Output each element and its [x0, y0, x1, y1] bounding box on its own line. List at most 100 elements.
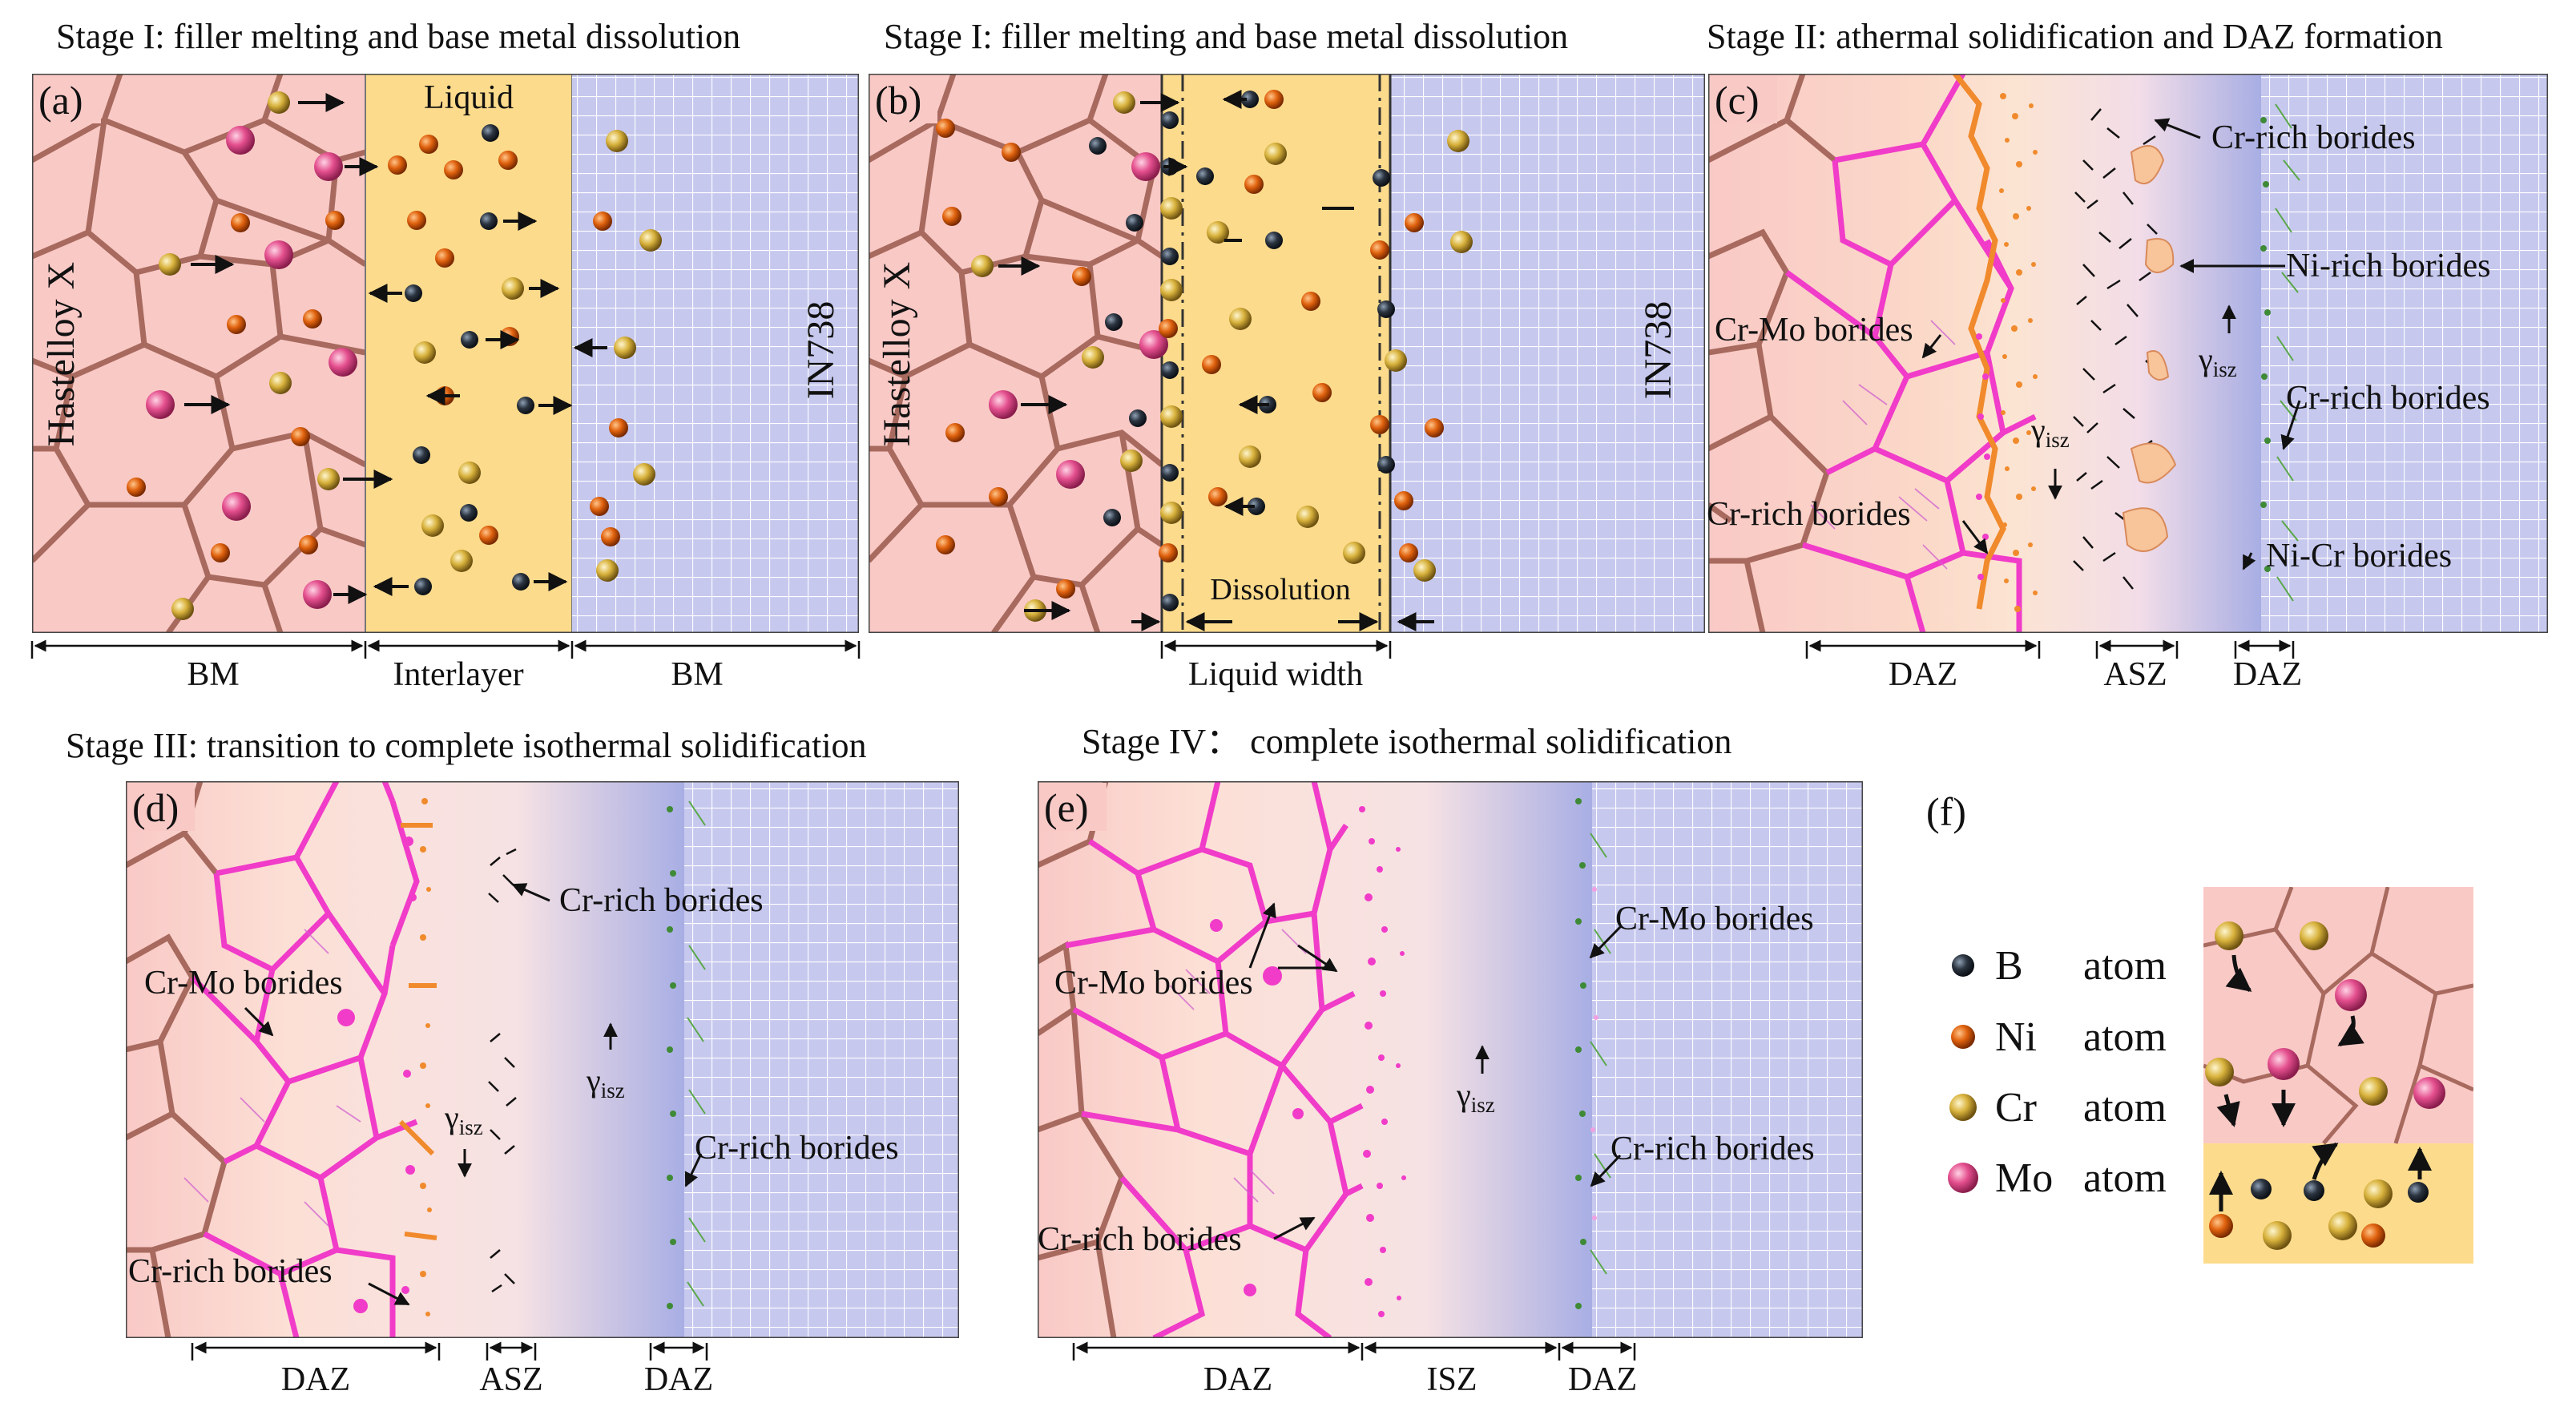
panel-c-gamma: γisz	[2030, 412, 2070, 452]
legend-mo-word: atom	[2083, 1155, 2167, 1201]
panel-b-ni-atom	[1202, 355, 1221, 374]
panel-e-green-needles	[1590, 832, 1611, 1275]
panel-b-ni-atom	[936, 119, 955, 138]
panel-a-cr-atom	[317, 468, 340, 490]
panel-c-precipitate-dots	[1999, 93, 2038, 612]
panel-a-ni-atom	[444, 160, 463, 179]
panel-a-cr-atom	[606, 130, 628, 152]
panel-c-daz-boundaries	[1784, 74, 2037, 633]
panel-b-b-atom	[1161, 464, 1179, 482]
panel-a-ni-atom	[303, 309, 322, 329]
panel-c-in738-region	[2261, 74, 2548, 633]
panel-f-b-atom	[2304, 1180, 2324, 1201]
panel-b-cr-atom	[1082, 346, 1104, 369]
panel-e-zone-label: DAZ	[1568, 1361, 1637, 1398]
legend-ni-marker	[1951, 1025, 1975, 1049]
panel-b-b-atom	[1161, 248, 1179, 265]
panel-a-b-atom	[413, 446, 430, 464]
panel-d-daz-boundaries	[190, 781, 420, 1338]
panel-b-b-atom	[1241, 91, 1259, 108]
panel-a-ni-atom	[325, 211, 345, 230]
panel-b-b-atom	[1089, 137, 1107, 155]
panel-d-zone-label: DAZ	[644, 1361, 713, 1398]
panel-c-gamma: γisz	[2198, 341, 2237, 381]
panel-a-b-atom	[512, 573, 530, 591]
panel-e: Stage IV： complete isothermal solidifica…	[1038, 722, 1863, 1398]
panel-a-stage-title: Stage I: filler melting and base metal d…	[56, 17, 740, 56]
panel-c-gamma-isz-right: γisz	[2198, 304, 2237, 381]
panel-b-zone-scale	[1160, 639, 1392, 659]
panel-f-mo-atom	[2268, 1048, 2300, 1080]
panel-c-zone-label: DAZ	[1889, 656, 1957, 693]
panel-d-zone-label: DAZ	[281, 1361, 350, 1398]
panel-a-b-atom	[482, 124, 499, 142]
panel-b-cr-atom	[1160, 279, 1183, 301]
panel-a-ni-atom	[601, 527, 620, 546]
panel-b-b-atom	[1377, 300, 1395, 318]
panel-f-cr-atom	[2359, 1077, 2388, 1106]
panel-b-cr-atom	[1385, 349, 1407, 372]
panel-f-mo-atom	[2413, 1077, 2445, 1109]
panel-d-zone-scale	[191, 1341, 708, 1361]
panel-b-ni-atom	[1159, 319, 1178, 338]
panel-e-fine-needles	[1169, 929, 1307, 1203]
panel-b-b-atom	[1196, 167, 1214, 185]
panel-c-gamma-isz-left: γisz	[2030, 412, 2070, 500]
panel-e-daz-boundaries	[1065, 781, 1364, 1338]
panel-f-liquid-region	[2203, 1143, 2473, 1264]
panel-e-cr-rich-borides-right: Cr-rich borides	[1611, 1131, 1815, 1167]
panel-a-cr-atom	[633, 463, 655, 486]
panel-d-letter: (d)	[132, 785, 179, 830]
panel-e-zone-scale	[1072, 1341, 1636, 1361]
panel-b-cr-atom	[1113, 91, 1135, 114]
panel-a-b-atom	[405, 284, 422, 302]
panel-b-mo-atom	[1139, 330, 1168, 359]
panel-e-in738-region	[1592, 781, 1863, 1338]
panel-f-arrows	[2209, 954, 2432, 1211]
panel-c-letter: (c)	[1715, 78, 1760, 123]
panel-b-ni-atom	[1405, 213, 1424, 232]
panel-d-pink-dots	[337, 836, 417, 1313]
panel-a-cr-atom	[268, 91, 290, 114]
panel-f-cr-atom	[2300, 921, 2328, 950]
panel-d-letter-background	[127, 783, 195, 831]
panel-e-green-dots	[1575, 798, 1586, 1309]
panel-b-dissolution-label: Dissolution	[1210, 573, 1350, 607]
panel-f-cr-atom	[2263, 1221, 2292, 1250]
panel-e-gamma: γisz	[1456, 1077, 1495, 1117]
panel-a-ni-atom	[291, 427, 310, 446]
panel-a-ni-atom	[388, 155, 407, 175]
panel-b-ni-atom	[1056, 579, 1075, 599]
panel-b-ni-atom	[1002, 143, 1021, 162]
panel-f-cr-atom	[2205, 1058, 2234, 1086]
panel-a-mo-atom	[329, 348, 357, 377]
panel-b-ni-atom	[1399, 543, 1418, 562]
legend-ni-atom: Ni atom	[1951, 1014, 2167, 1060]
panel-e-cr-rich-borides-left: Cr-rich borides	[1038, 1221, 1242, 1258]
panel-d-annotation-arrows	[244, 883, 703, 1306]
legend-cr-marker	[1949, 1094, 1977, 1121]
panel-f-cr-atom	[2328, 1211, 2357, 1240]
panel-e-zone-label: DAZ	[1203, 1361, 1272, 1398]
panel-b-cr-atom	[1160, 405, 1183, 428]
panel-e-cr-mo-borides-right: Cr-Mo borides	[1615, 901, 1814, 937]
panel-a-cr-atom	[458, 462, 481, 484]
panel-b-hastelloy-label: Hastelloy X	[876, 262, 918, 447]
panel-a-b-atom	[461, 331, 478, 349]
panel-f-ni-atom	[2209, 1214, 2233, 1238]
legend-b-marker	[1952, 954, 1974, 977]
panel-a-atoms	[127, 91, 662, 620]
panel-c-zone-label: ASZ	[2103, 656, 2167, 693]
panel-a-zone-label: BM	[187, 656, 239, 693]
panel-d-stage-title: Stage III: transition to complete isothe…	[66, 726, 867, 765]
panel-b-b-atom	[1126, 214, 1143, 232]
panel-d-cr-mo-borides: Cr-Mo borides	[144, 965, 343, 1002]
panel-a-cr-atom	[171, 598, 194, 620]
panel-b-cr-atom	[1207, 221, 1229, 244]
panel-b-cr-atom	[1160, 502, 1183, 524]
panel-f: (f) B atom Ni atom Cr atom Mo atom	[1926, 789, 2473, 1264]
panel-a-mo-atom	[146, 390, 175, 419]
panel-b-cr-atom	[1447, 130, 1469, 152]
panel-b-b-atom	[1161, 594, 1179, 611]
panel-b-letter: (b)	[875, 78, 921, 123]
